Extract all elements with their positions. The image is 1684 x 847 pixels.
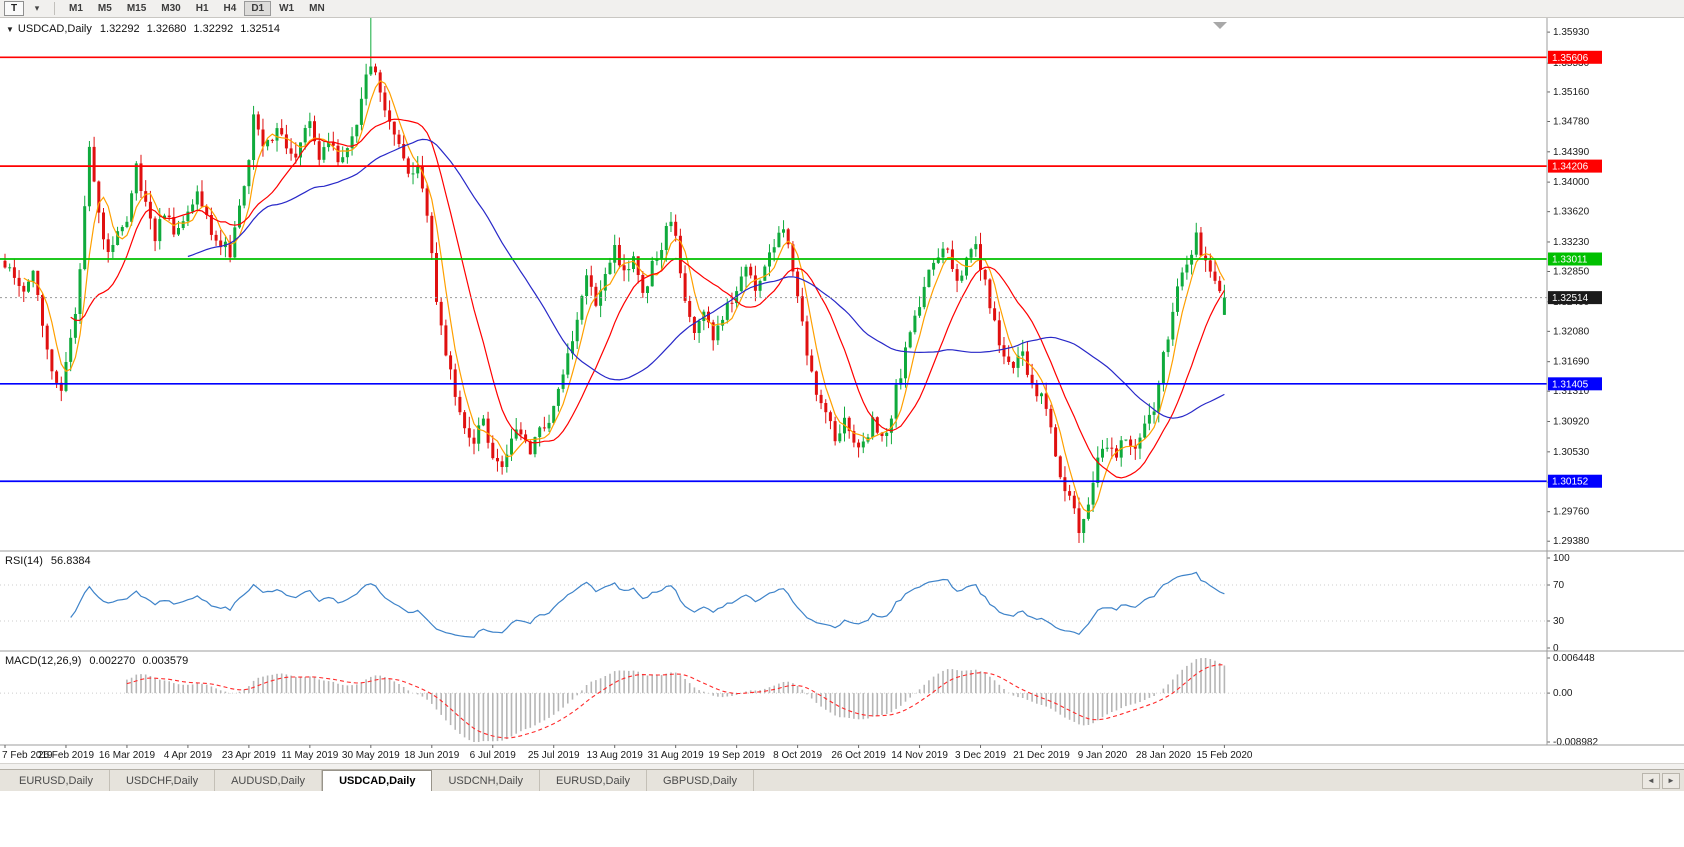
- chart-tab-usdcad-daily-3[interactable]: USDCAD,Daily: [322, 770, 433, 791]
- svg-text:8 Oct 2019: 8 Oct 2019: [773, 750, 822, 761]
- svg-text:0.006448: 0.006448: [1553, 653, 1595, 664]
- svg-text:26 Oct 2019: 26 Oct 2019: [831, 750, 886, 761]
- timeframe-button-m5[interactable]: M5: [91, 1, 119, 16]
- svg-text:1.35160: 1.35160: [1553, 87, 1590, 98]
- svg-text:26 Feb 2019: 26 Feb 2019: [38, 750, 95, 761]
- svg-text:1.34390: 1.34390: [1553, 147, 1590, 158]
- timeframe-button-h1[interactable]: H1: [189, 1, 216, 16]
- ma-15-line: [70, 118, 1225, 479]
- ma-40-line: [187, 138, 1225, 419]
- svg-text:4 Apr 2019: 4 Apr 2019: [164, 750, 213, 761]
- svg-text:70: 70: [1553, 580, 1565, 591]
- rsi-line: [70, 571, 1225, 638]
- svg-text:14 Nov 2019: 14 Nov 2019: [891, 750, 948, 761]
- svg-text:1.31310: 1.31310: [1553, 386, 1590, 397]
- svg-text:6 Jul 2019: 6 Jul 2019: [470, 750, 517, 761]
- svg-text:1.30530: 1.30530: [1553, 447, 1590, 458]
- level-badge-1.33011: [1548, 252, 1602, 266]
- svg-text:9 Jan 2020: 9 Jan 2020: [1078, 750, 1128, 761]
- chart-shift-marker-icon[interactable]: [1213, 22, 1227, 29]
- svg-text:0: 0: [1553, 643, 1559, 654]
- svg-text:13 Aug 2019: 13 Aug 2019: [587, 750, 644, 761]
- macd-signal-line: [126, 664, 1225, 739]
- svg-text:1.31690: 1.31690: [1553, 357, 1590, 368]
- templates-button[interactable]: T: [4, 1, 24, 16]
- svg-text:1.35606: 1.35606: [1552, 53, 1589, 64]
- candlestick-series: [3, 18, 1226, 543]
- level-badge-1.34206: [1548, 159, 1602, 173]
- svg-text:1.32850: 1.32850: [1553, 267, 1590, 278]
- chart-area: 1.359301.355301.351601.347801.343901.340…: [0, 18, 1684, 763]
- svg-text:3 Dec 2019: 3 Dec 2019: [955, 750, 1007, 761]
- svg-text:1.31405: 1.31405: [1552, 379, 1589, 390]
- svg-text:7 Feb 2019: 7 Feb 2019: [2, 750, 53, 761]
- chart-tab-gbpusd-daily-6[interactable]: GBPUSD,Daily: [647, 770, 754, 791]
- chart-tab-usdchf-daily-1[interactable]: USDCHF,Daily: [109, 770, 216, 791]
- svg-text:25 Jul 2019: 25 Jul 2019: [528, 750, 580, 761]
- tab-scroll-left-button[interactable]: ◄: [1642, 772, 1660, 789]
- chart-tab-eurusd-daily-5[interactable]: EURUSD,Daily: [540, 770, 647, 791]
- svg-text:28 Jan 2020: 28 Jan 2020: [1136, 750, 1191, 761]
- level-badge-1.35606: [1548, 50, 1602, 64]
- toolbar-separator: [54, 2, 55, 15]
- svg-text:1.34000: 1.34000: [1553, 177, 1590, 188]
- chart-svg[interactable]: 1.359301.355301.351601.347801.343901.340…: [0, 18, 1684, 763]
- svg-text:1.33620: 1.33620: [1553, 207, 1590, 218]
- svg-text:1.33230: 1.33230: [1553, 237, 1590, 248]
- svg-text:18 Jun 2019: 18 Jun 2019: [404, 750, 459, 761]
- ma-5-line: [23, 80, 1225, 513]
- svg-text:1.34206: 1.34206: [1552, 162, 1589, 173]
- timeframe-button-m15[interactable]: M15: [120, 1, 153, 16]
- svg-text:1.32080: 1.32080: [1553, 326, 1590, 337]
- current-price-badge: [1548, 291, 1602, 305]
- timeframe-button-w1[interactable]: W1: [272, 1, 301, 16]
- level-badge-1.30152: [1548, 474, 1602, 488]
- svg-text:19 Sep 2019: 19 Sep 2019: [708, 750, 765, 761]
- svg-text:1.29380: 1.29380: [1553, 536, 1590, 547]
- chart-style-dropdown-icon[interactable]: ▾: [27, 1, 47, 16]
- svg-text:-0.008982: -0.008982: [1553, 737, 1598, 748]
- svg-text:1.34780: 1.34780: [1553, 116, 1590, 127]
- chart-tab-eurusd-daily-0[interactable]: EURUSD,Daily: [3, 770, 110, 791]
- svg-text:30: 30: [1553, 616, 1565, 627]
- chart-tab-audusd-daily-2[interactable]: AUDUSD,Daily: [215, 770, 323, 791]
- timeframe-button-m1[interactable]: M1: [62, 1, 90, 16]
- svg-text:1.30152: 1.30152: [1552, 477, 1589, 488]
- svg-text:16 Mar 2019: 16 Mar 2019: [99, 750, 156, 761]
- svg-text:11 May 2019: 11 May 2019: [281, 750, 339, 761]
- timeframe-buttons: M1 M5 M15 M30 H1 H4 D1 W1 MN: [62, 1, 332, 16]
- timeframe-toolbar: T ▾ M1 M5 M15 M30 H1 H4 D1 W1 MN: [0, 0, 1684, 18]
- svg-text:1.35930: 1.35930: [1553, 27, 1590, 38]
- svg-text:0.00: 0.00: [1553, 688, 1573, 699]
- bottom-filler: [0, 791, 1684, 847]
- level-badge-1.31405: [1548, 377, 1602, 391]
- svg-text:1.33011: 1.33011: [1552, 254, 1588, 265]
- svg-text:1.32514: 1.32514: [1552, 293, 1589, 304]
- svg-text:15 Feb 2020: 15 Feb 2020: [1196, 750, 1253, 761]
- svg-text:1.29760: 1.29760: [1553, 507, 1590, 518]
- svg-text:1.30920: 1.30920: [1553, 417, 1590, 428]
- svg-text:23 Apr 2019: 23 Apr 2019: [222, 750, 276, 761]
- chart-tabs: EURUSD,Daily USDCHF,Daily AUDUSD,Daily USDC…: [3, 770, 754, 791]
- tab-scroll-right-button[interactable]: ►: [1662, 772, 1680, 789]
- svg-text:31 Aug 2019: 31 Aug 2019: [648, 750, 705, 761]
- timeframe-button-h4[interactable]: H4: [217, 1, 244, 16]
- horizontal-scrollbar[interactable]: [0, 763, 1684, 769]
- timeframe-button-m30[interactable]: M30: [154, 1, 187, 16]
- svg-text:21 Dec 2019: 21 Dec 2019: [1013, 750, 1070, 761]
- chart-tab-usdcnh-daily-4[interactable]: USDCNH,Daily: [432, 770, 541, 791]
- timeframe-button-d1[interactable]: D1: [244, 1, 272, 16]
- tab-scroll-arrows: ◄ ►: [1642, 770, 1684, 791]
- svg-text:30 May 2019: 30 May 2019: [342, 750, 400, 761]
- tab-bar: EURUSD,Daily USDCHF,Daily AUDUSD,Daily USDC…: [0, 769, 1684, 791]
- timeframe-button-mn[interactable]: MN: [302, 1, 332, 16]
- macd-histogram: [126, 658, 1226, 742]
- svg-text:100: 100: [1553, 553, 1570, 564]
